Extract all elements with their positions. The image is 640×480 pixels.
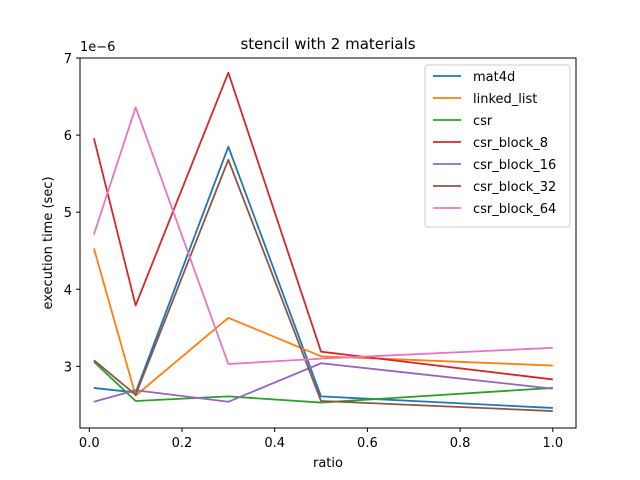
legend-entry-label: linked_list (473, 92, 537, 107)
y-axis: 3 4 5 6 7 (64, 52, 80, 375)
y-tick-label: 3 (64, 360, 72, 375)
x-axis: 0.0 0.2 0.4 0.6 0.8 1.0 (79, 428, 563, 451)
x-tick-label: 0.8 (450, 436, 471, 451)
y-tick-label: 4 (64, 283, 72, 298)
x-tick-label: 0.6 (357, 436, 378, 451)
legend-entry-label: csr_block_64 (473, 202, 556, 217)
series-layer (93, 71, 553, 412)
series-line-csr-block-32 (93, 158, 553, 412)
plot-frame (79, 57, 577, 429)
x-tick-label: 0.2 (172, 436, 193, 451)
y-tick-label: 7 (64, 52, 72, 67)
chart-title: stencil with 2 materials (240, 35, 415, 53)
y-axis-label: execution time (sec) (41, 176, 56, 309)
x-tick-label: 0.0 (79, 436, 100, 451)
legend-entry-label: csr_block_8 (473, 136, 548, 151)
x-tick-label: 1.0 (542, 436, 563, 451)
legend-entry-label: mat4d (473, 70, 515, 85)
legend-entry-label: csr_block_32 (473, 180, 556, 195)
y-offset-label: 1e−6 (80, 40, 115, 55)
series-line-csr-block-64 (93, 106, 553, 365)
legend-box (424, 64, 571, 228)
legend-entry-label: csr_block_16 (473, 158, 556, 173)
y-tick-label: 6 (64, 129, 72, 144)
series-line-csr (93, 361, 553, 404)
y-tick-label: 5 (64, 206, 72, 221)
x-tick-label: 0.4 (264, 436, 285, 451)
series-line-linked-list (93, 248, 553, 397)
x-axis-label: ratio (313, 456, 343, 471)
series-line-mat4d (93, 145, 553, 409)
series-line-csr-block-16 (93, 362, 553, 403)
series-line-csr-block-8 (93, 71, 553, 381)
legend-entry-label: csr (473, 114, 493, 129)
